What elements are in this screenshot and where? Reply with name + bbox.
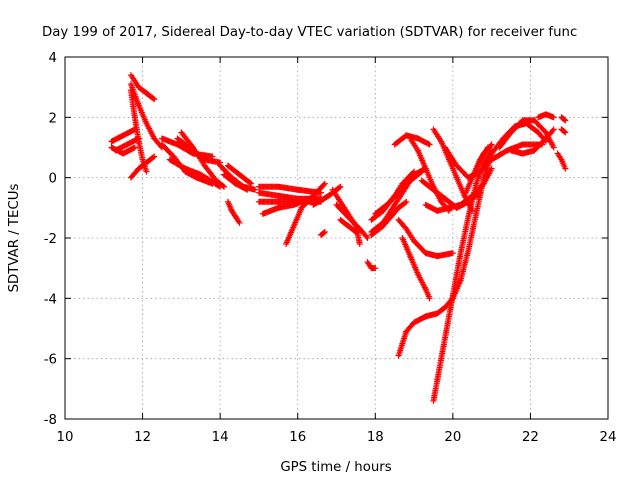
data-point [402,199,409,206]
x-tick-label: 12 [134,430,151,445]
data-point [475,190,482,197]
data-point [151,153,158,160]
data-point [402,224,409,231]
data-point [417,169,424,176]
data-point [219,182,226,189]
y-tick-label: 4 [49,51,57,66]
data-point [449,250,456,257]
y-tick-label: -8 [44,413,57,428]
x-tick-label: 24 [600,430,617,445]
data-point [363,233,370,240]
data-point [252,186,259,193]
data-point [410,169,417,176]
data-point [418,168,425,175]
data-point [131,144,138,151]
data-point [336,184,343,191]
data-point [488,165,495,172]
grid [65,57,608,419]
data-point [425,140,432,147]
y-axis-label: SDTVAR / TECUs [7,184,22,293]
data-point [411,168,418,175]
data-point [188,143,195,150]
data-point [236,219,243,226]
data-point [488,141,495,148]
x-tick-label: 14 [212,430,229,445]
data-point [550,144,557,151]
data-point [549,127,556,134]
data-point [561,128,568,135]
y-tick-label: -4 [44,292,57,307]
data-point [248,180,255,187]
data-point [561,116,568,123]
data-point [426,295,433,302]
data-point [150,95,157,102]
data-point [403,198,410,205]
data-point [320,181,327,188]
data-point [337,183,344,190]
data-point [243,186,250,193]
x-tick-label: 10 [57,430,74,445]
x-tick-label: 22 [522,430,539,445]
data-point [550,126,557,133]
data-point [562,129,569,136]
x-tick-label: 20 [444,430,461,445]
data-point [469,207,476,214]
data-point [320,229,327,236]
data-point [445,207,452,214]
data-point [356,241,363,248]
data-point [364,235,371,241]
data-point [321,180,328,187]
series-points [108,72,569,404]
x-tick-label: 16 [289,430,306,445]
data-point [151,96,158,103]
data-point [247,179,254,186]
data-point [321,228,328,235]
data-point [426,141,433,148]
data-point [550,114,557,121]
data-point [372,265,379,272]
y-tick-label: -2 [44,232,57,247]
data-point [562,117,569,124]
y-tick-label: 2 [49,111,57,126]
data-point [562,165,569,172]
data-point [244,186,251,193]
chart-title: Day 199 of 2017, Sidereal Day-to-day VTE… [42,25,577,40]
x-tick-label: 18 [367,430,384,445]
data-point [487,142,494,149]
data-point [221,183,228,190]
data-point [150,154,157,161]
y-tick-label: 0 [49,172,57,187]
data-point [352,228,359,235]
y-tick-label: -6 [44,353,57,368]
data-point [351,228,358,235]
plot-frame [64,56,609,420]
data-point [143,168,150,175]
x-axis-label: GPS time / hours [280,460,391,475]
data-point [477,189,484,196]
data-point [444,206,451,213]
